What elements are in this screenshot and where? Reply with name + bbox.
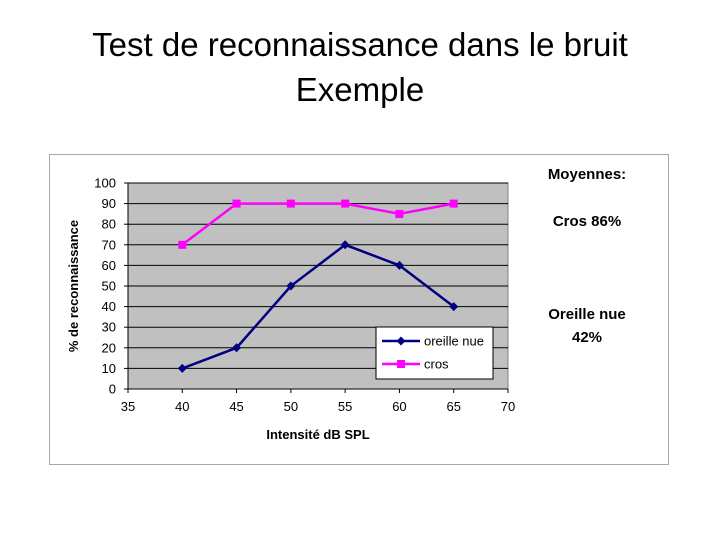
point-cros: [449, 199, 458, 208]
x-tick-label: 55: [338, 399, 352, 414]
averages-heading: Moyennes:: [547, 166, 627, 183]
point-cros: [286, 199, 295, 208]
point-oreille-nue: [340, 240, 350, 250]
legend-label-oreille-nue: oreille nue: [424, 334, 484, 349]
x-tick-label: 65: [446, 399, 460, 414]
cros-average: Cros 86%: [552, 213, 622, 230]
point-cros: [341, 199, 350, 208]
chart: 0 10 20 30 40 50 60 70 80 90 100 35 40 45 50 55 60 65 70 In…: [66, 176, 515, 443]
point-oreille-nue: [286, 281, 296, 291]
slide-title: Test de reconnaissance dans le bruit Exe…: [0, 22, 720, 112]
y-tick-label: 100: [94, 176, 116, 191]
point-cros: [178, 240, 187, 249]
slide-title-line-2: Exemple: [295, 71, 425, 108]
y-tick-label: 30: [102, 320, 116, 335]
x-tick-label: 45: [229, 399, 243, 414]
x-tick-label: 70: [501, 399, 515, 414]
chart-frame: 0 10 20 30 40 50 60 70 80 90 100 35 40 45 50 55 60 65 70 In…: [49, 154, 669, 465]
y-tick-label: 60: [102, 258, 116, 273]
point-cros: [395, 209, 404, 218]
legend-box: [375, 326, 494, 380]
point-oreille-nue: [177, 363, 187, 373]
x-tick-label: 60: [392, 399, 406, 414]
point-cros: [232, 199, 241, 208]
y-tick-label: 0: [109, 382, 116, 397]
y-axis-title: % de reconnaissance: [66, 220, 81, 352]
legend-label-cros: cros: [424, 357, 449, 372]
bare-ear-average-label: Oreille nue: [548, 306, 626, 323]
y-tick-label: 50: [102, 279, 116, 294]
y-tick-label: 70: [102, 237, 116, 252]
y-tick-label: 10: [102, 361, 116, 376]
x-tick-label: 50: [284, 399, 298, 414]
x-axis-title: Intensité dB SPL: [266, 427, 369, 442]
y-tick-label: 40: [102, 299, 116, 314]
series-line-oreille-nue: [181, 243, 455, 370]
legend-marker-cros: [397, 360, 405, 368]
point-oreille-nue: [394, 260, 404, 270]
y-tick-label: 90: [102, 196, 116, 211]
bare-ear-average-value: 42%: [571, 329, 603, 346]
x-tick-label: 40: [175, 399, 189, 414]
slide-title-line-1: Test de reconnaissance dans le bruit: [92, 26, 628, 63]
legend-marker-oreille-nue: [396, 336, 406, 346]
series-line-cros: [181, 202, 454, 246]
point-oreille-nue: [232, 343, 242, 353]
x-tick-label: 35: [121, 399, 135, 414]
y-tick-label: 20: [102, 340, 116, 355]
y-tick-label: 80: [102, 217, 116, 232]
point-oreille-nue: [449, 302, 459, 312]
